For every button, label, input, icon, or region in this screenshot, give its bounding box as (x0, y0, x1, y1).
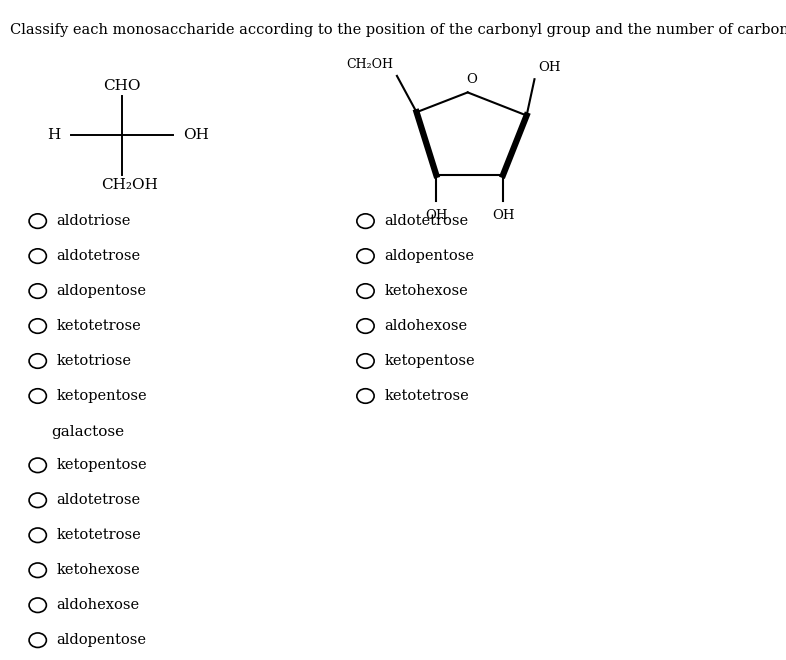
Text: aldopentose: aldopentose (57, 284, 147, 298)
Text: aldotetrose: aldotetrose (57, 493, 141, 508)
Text: ketohexose: ketohexose (384, 284, 468, 298)
Text: aldotetrose: aldotetrose (384, 214, 468, 228)
Text: ketohexose: ketohexose (57, 563, 141, 578)
Text: ketotetrose: ketotetrose (384, 389, 469, 403)
Text: aldopentose: aldopentose (57, 633, 147, 647)
Text: aldotriose: aldotriose (57, 214, 131, 228)
Text: OH: OH (183, 128, 209, 143)
Text: aldotetrose: aldotetrose (57, 249, 141, 263)
Text: H: H (47, 128, 61, 143)
Text: CH₂OH: CH₂OH (346, 57, 393, 71)
Text: ketopentose: ketopentose (57, 389, 147, 403)
Text: aldohexose: aldohexose (57, 598, 140, 612)
Text: ketopentose: ketopentose (57, 458, 147, 473)
Text: ketopentose: ketopentose (384, 354, 475, 368)
Text: aldopentose: aldopentose (384, 249, 475, 263)
Text: galactose: galactose (51, 425, 124, 440)
Text: O: O (466, 73, 477, 86)
Text: OH: OH (492, 209, 514, 222)
Text: CH₂OH: CH₂OH (101, 178, 158, 191)
Text: ketotetrose: ketotetrose (57, 528, 141, 543)
Text: OH: OH (425, 209, 447, 222)
Text: OH: OH (538, 61, 561, 74)
Text: ketotriose: ketotriose (57, 354, 131, 368)
Text: CHO: CHO (103, 79, 141, 93)
Text: Classify each monosaccharide according to the position of the carbonyl group and: Classify each monosaccharide according t… (10, 23, 786, 37)
Text: aldohexose: aldohexose (384, 319, 468, 333)
Text: ketotetrose: ketotetrose (57, 319, 141, 333)
